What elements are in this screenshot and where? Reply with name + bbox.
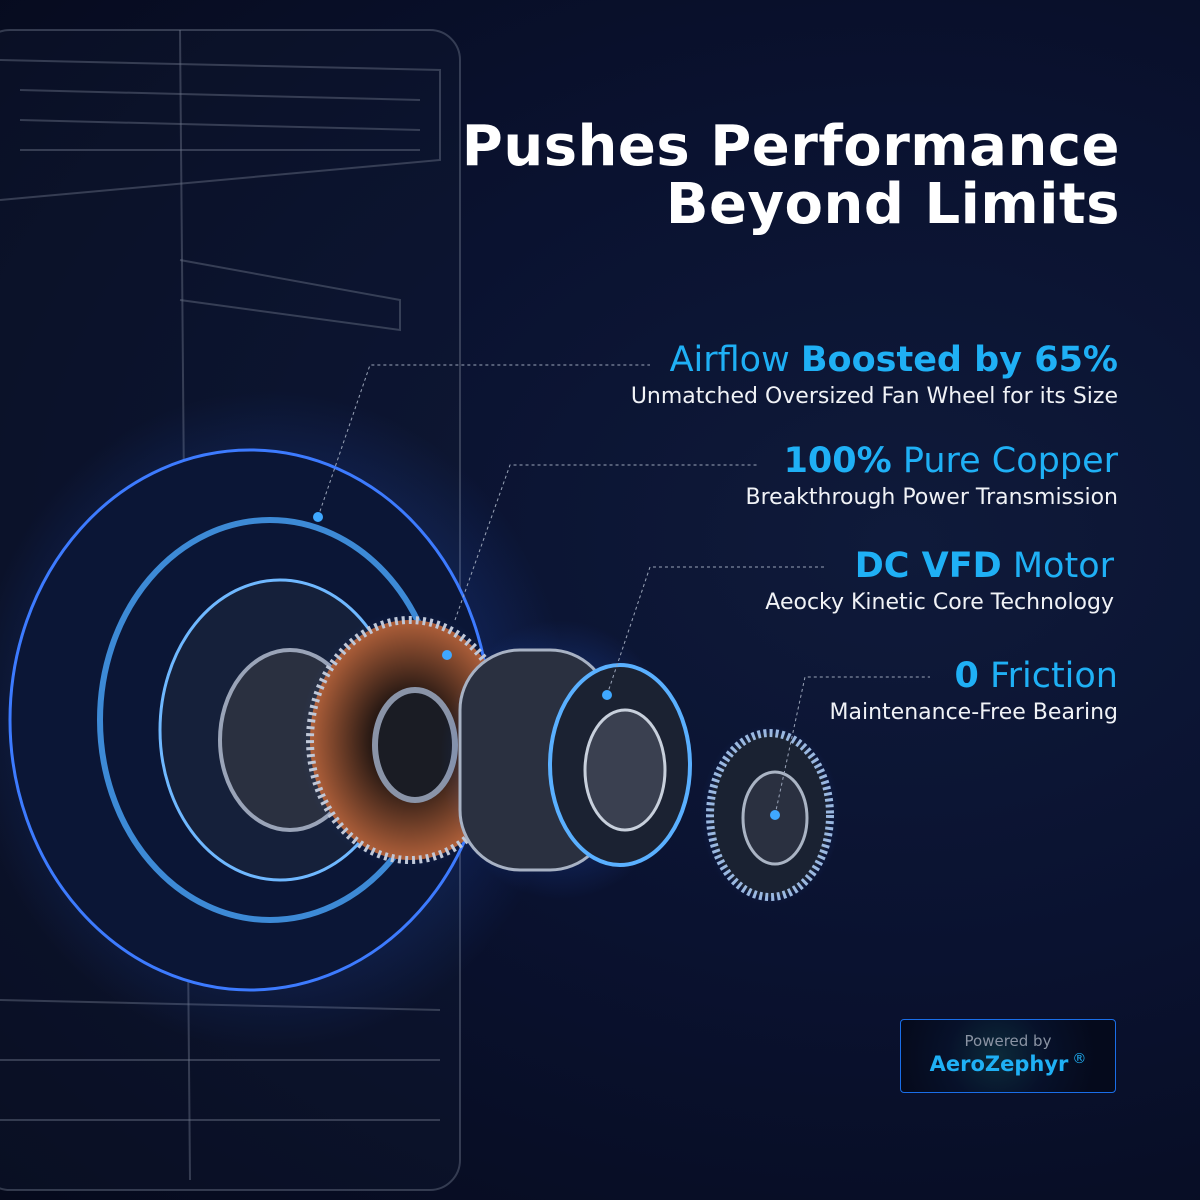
feature-airflow: Airflow Boosted by 65% Unmatched Oversiz… — [631, 340, 1118, 409]
callout-dots — [313, 512, 780, 820]
feature-copper: 100% Pure Copper Breakthrough Power Tran… — [746, 441, 1118, 510]
feature-subtitle: Unmatched Oversized Fan Wheel for its Si… — [630, 384, 1118, 409]
feature-friction: 0 Friction Maintenance-Free Bearing — [830, 656, 1118, 725]
feature-subtitle: Breakthrough Power Transmission — [745, 485, 1118, 510]
leader-lines — [317, 364, 930, 816]
feature-subtitle: Aeocky Kinetic Core Technology — [765, 590, 1114, 615]
feature-heading-plain: Friction — [978, 656, 1118, 696]
headline-line-1: Pushes Performance — [461, 114, 1120, 179]
motor-rotor — [440, 620, 692, 900]
feature-motor: DC VFD Motor Aeocky Kinetic Core Technol… — [765, 546, 1114, 615]
feature-heading-bold: 0 — [954, 656, 979, 696]
feature-heading-plain: Pure Copper — [891, 441, 1118, 481]
registered-mark: ® — [1072, 1051, 1087, 1067]
feature-heading-bold: Boosted by 65% — [800, 340, 1118, 380]
feature-heading-bold: DC VFD — [854, 546, 1002, 586]
headline-line-2: Beyond Limits — [665, 172, 1120, 237]
feature-heading-bold: 100% — [783, 441, 892, 481]
feature-subtitle: Maintenance-Free Bearing — [829, 700, 1118, 725]
feature-heading-plain: Airflow — [669, 340, 801, 380]
powered-by-badge: Powered by AeroZephyr ® — [900, 1019, 1116, 1093]
feature-heading-plain: Motor — [1001, 546, 1114, 586]
powered-by-label: Powered by — [964, 1032, 1052, 1050]
headline: Pushes Performance Beyond Limits — [462, 118, 1120, 234]
brand-name: AeroZephyr — [929, 1052, 1069, 1076]
